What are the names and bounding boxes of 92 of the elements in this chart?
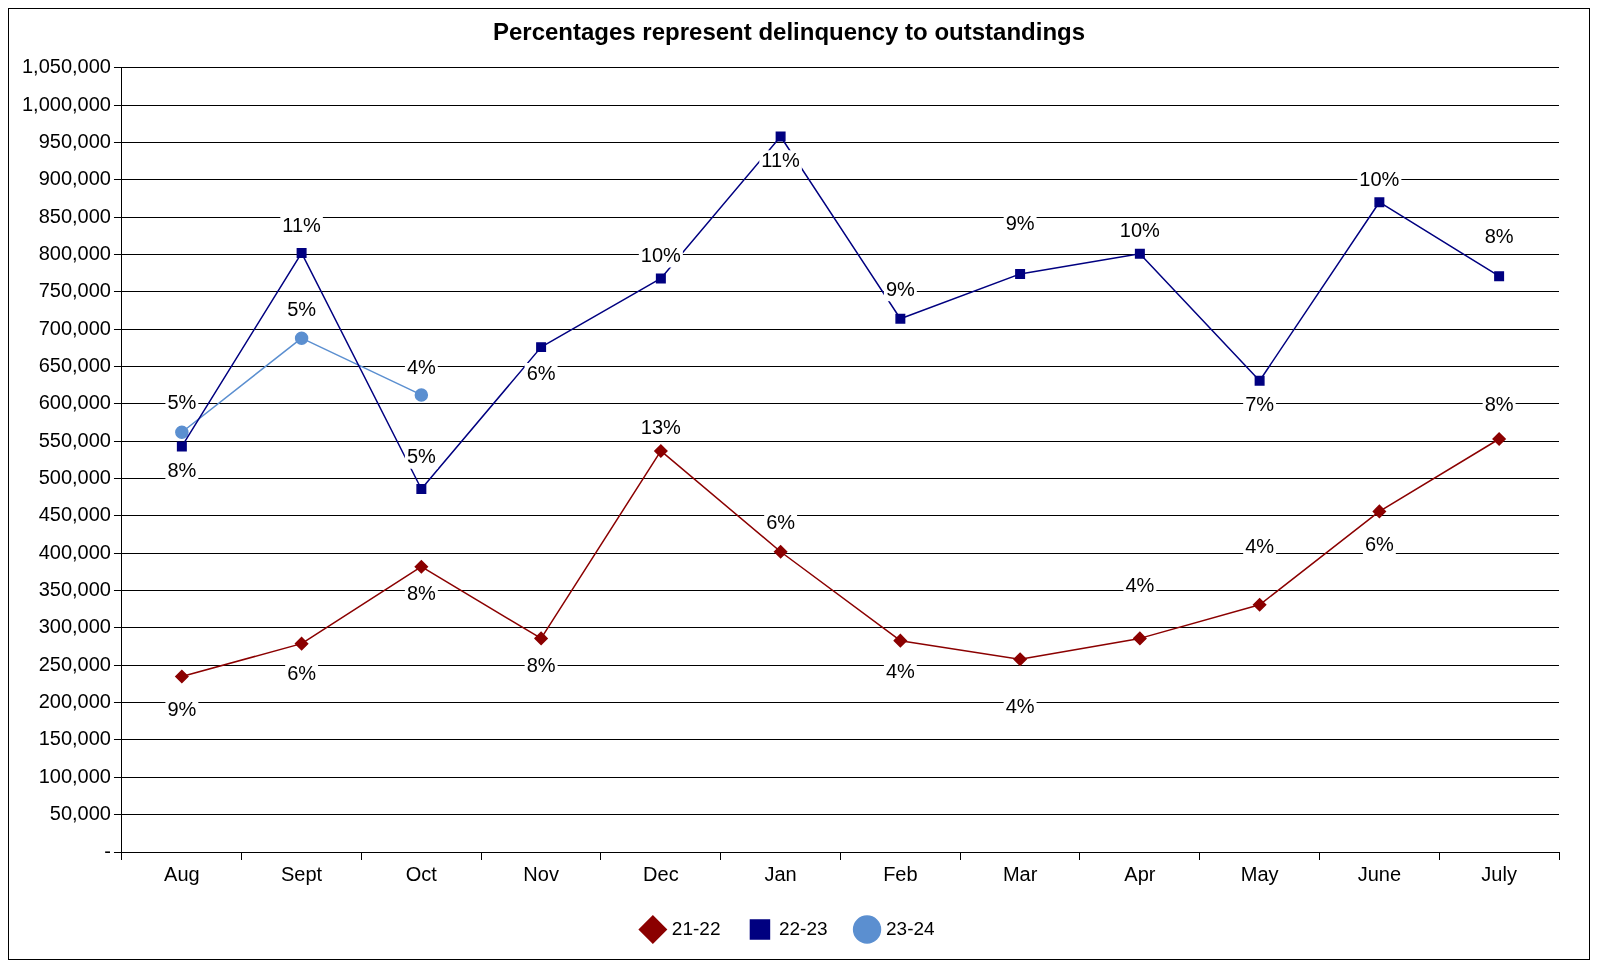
point (536, 342, 547, 353)
x-tick-label: July (1481, 862, 1517, 885)
point (1015, 268, 1026, 279)
x-tick-label: Feb (883, 862, 918, 885)
annotation: 8% (406, 581, 437, 604)
annotation: 6% (526, 361, 556, 384)
y-tick-label: 300,000 (38, 615, 111, 638)
point (655, 273, 666, 284)
x-tick-label: Nov (523, 862, 559, 885)
annotation: 9% (1005, 212, 1035, 235)
point (416, 484, 427, 495)
annotation: 4% (1005, 695, 1035, 718)
y-tick-label: 850,000 (38, 204, 111, 227)
y-tick-label: 1,000,000 (21, 92, 111, 115)
point (1252, 598, 1267, 612)
y-tick-label: 350,000 (38, 578, 111, 601)
y-tick-label: 750,000 (38, 279, 111, 302)
point (1134, 248, 1145, 259)
legend-label: 21-22 (671, 917, 721, 939)
x-tick-label: Apr (1124, 862, 1156, 885)
annotation: 6% (766, 510, 796, 533)
annotation: 6% (1364, 533, 1395, 556)
y-tick-label: 150,000 (38, 727, 111, 750)
y-tick-label: 450,000 (38, 503, 111, 526)
y-tick-label: 50,000 (49, 802, 111, 825)
annotation: 4% (1125, 574, 1155, 597)
point (1254, 375, 1265, 386)
annotation: 10% (1359, 167, 1400, 190)
annotation: 4% (885, 660, 916, 683)
annotation: 7% (1245, 392, 1275, 415)
point (414, 388, 429, 402)
annotation: 10% (640, 243, 682, 266)
point (775, 131, 786, 142)
x-tick-label: Jan (764, 862, 797, 885)
x-tick-label: Dec (643, 862, 679, 885)
chart-title: Percentages represent delinquency to outstandings (492, 18, 1086, 46)
annotation: 5% (406, 445, 437, 468)
legend-label: 23-24 (886, 917, 936, 939)
point (895, 313, 906, 324)
x-tick-label: June (1357, 862, 1402, 885)
point (1494, 271, 1505, 282)
annotation: 11% (282, 213, 322, 236)
y-tick-label: 700,000 (38, 316, 111, 339)
x-tick-label: Mar (1002, 862, 1038, 885)
y-tick-label: - (104, 839, 111, 862)
point (1133, 631, 1147, 646)
annotation: 4% (1245, 534, 1275, 557)
y-tick-label: 400,000 (38, 540, 111, 563)
point (773, 545, 788, 559)
point (534, 631, 548, 646)
point (1372, 504, 1387, 519)
point (1492, 432, 1506, 446)
annotation: 10% (1119, 219, 1161, 242)
y-tick-label: 600,000 (38, 391, 111, 414)
annotation: 9% (885, 277, 916, 300)
point (296, 248, 307, 259)
point (294, 331, 309, 345)
y-tick-label: 900,000 (38, 167, 111, 190)
y-tick-label: 950,000 (38, 130, 111, 152)
annotation: 5% (287, 298, 317, 321)
y-tick-label: 500,000 (38, 466, 111, 489)
y-tick-label: 650,000 (38, 354, 111, 377)
point (414, 559, 429, 574)
y-tick-label: 200,000 (38, 690, 111, 713)
point (654, 444, 668, 458)
y-tick-label: 250,000 (38, 652, 111, 675)
y-tick-label: 100,000 (38, 764, 111, 787)
y-tick-label: 550,000 (38, 428, 111, 451)
point (1013, 652, 1027, 667)
annotation: 8% (526, 654, 556, 677)
x-tick-label: May (1240, 862, 1279, 885)
annotation: 8% (167, 458, 197, 481)
annotation: 4% (406, 355, 437, 378)
x-tick-label: Oct (405, 862, 438, 885)
annotation: 8% (1484, 392, 1514, 415)
point (893, 633, 908, 648)
point (175, 425, 189, 440)
x-tick-label: Sept (281, 862, 323, 885)
annotation: 6% (287, 661, 317, 684)
annotation: 11% (761, 148, 801, 171)
y-tick-label: 1,050,000 (21, 55, 111, 78)
annotation: 13% (640, 416, 682, 439)
annotation: 9% (167, 697, 197, 720)
annotation: 5% (167, 391, 197, 414)
point (175, 669, 189, 684)
y-tick-label: 800,000 (38, 242, 111, 265)
point (1374, 197, 1385, 208)
legend-label: 22-23 (778, 917, 828, 939)
point (294, 636, 309, 651)
annotation: 8% (1484, 224, 1514, 247)
x-tick-label: Aug (164, 862, 200, 885)
point (176, 441, 187, 452)
